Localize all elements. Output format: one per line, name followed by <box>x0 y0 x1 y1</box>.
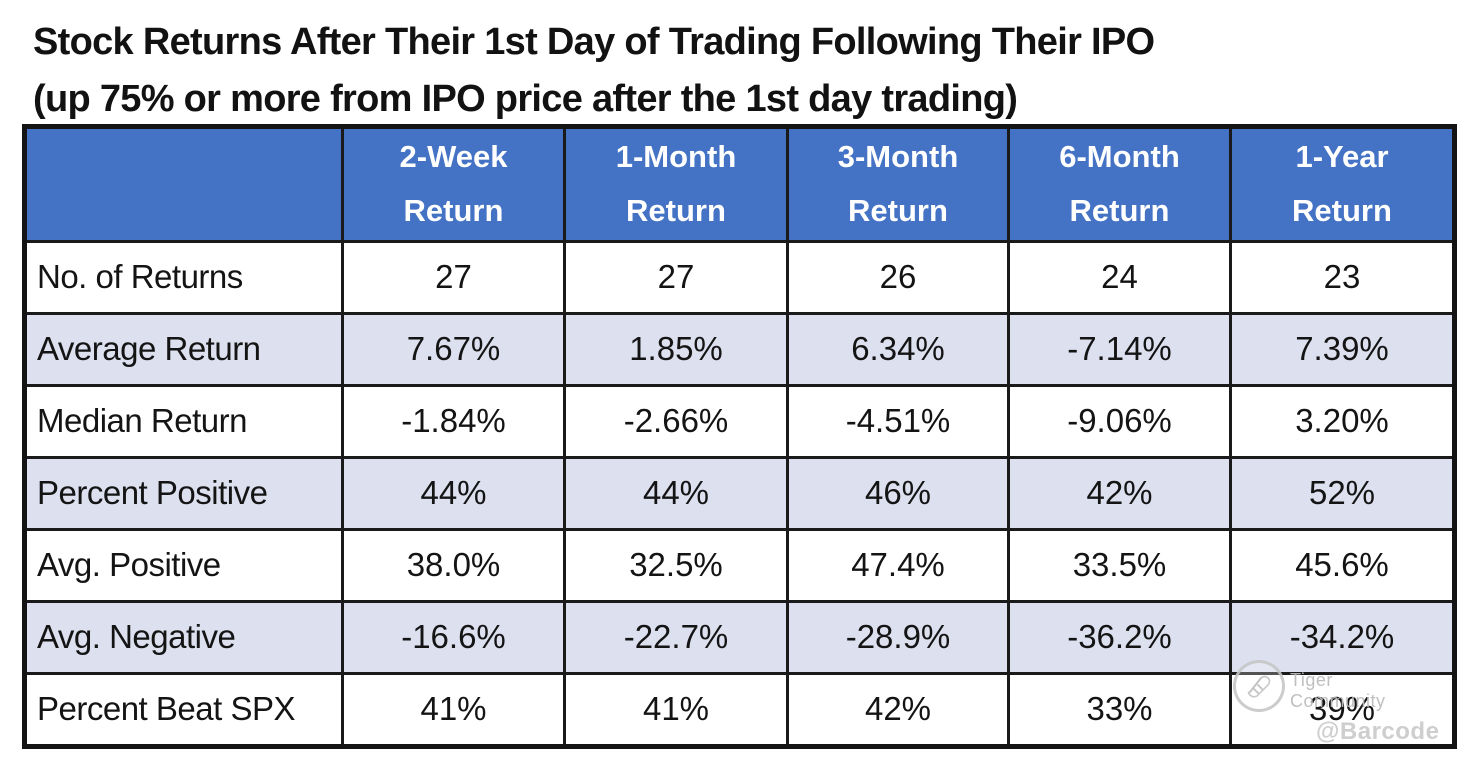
row-label: Median Return <box>23 383 344 459</box>
table-cell: -22.7% <box>563 599 789 675</box>
figure-title: Stock Returns After Their 1st Day of Tra… <box>33 14 1155 128</box>
col-header-6-month: 6-Month Return <box>1007 125 1232 243</box>
row-label: Avg. Positive <box>23 527 344 603</box>
row-label: Avg. Negative <box>23 599 344 675</box>
table-cell: 7.39% <box>1229 311 1456 387</box>
row-label: Percent Positive <box>23 455 344 531</box>
table-cell: -1.84% <box>341 383 566 459</box>
table-cell: 33.5% <box>1007 527 1232 603</box>
table-cell: -36.2% <box>1007 599 1232 675</box>
table-cell: 44% <box>341 455 566 531</box>
ipo-returns-table: 2-Week Return 1-Month Return 3-Month Ret… <box>22 124 1457 749</box>
table-row-avg-negative: Avg. Negative -16.6% -22.7% -28.9% -36.2… <box>23 599 1456 675</box>
table-cell: 27 <box>563 239 789 315</box>
table-cell: 41% <box>341 671 566 748</box>
table-row-average-return: Average Return 7.67% 1.85% 6.34% -7.14% … <box>23 311 1456 387</box>
table-cell: 42% <box>1007 455 1232 531</box>
table-cell: 33% <box>1007 671 1232 748</box>
col-header-2-week: 2-Week Return <box>341 125 566 243</box>
table-cell: 44% <box>563 455 789 531</box>
corner-header-cell <box>23 125 344 243</box>
title-line-1: Stock Returns After Their 1st Day of Tra… <box>33 21 1155 63</box>
col-header-3-month: 3-Month Return <box>786 125 1010 243</box>
row-label: Average Return <box>23 311 344 387</box>
table-cell: -4.51% <box>786 383 1010 459</box>
table-row-percent-beat-spx: Percent Beat SPX 41% 41% 42% 33% 39% <box>23 671 1456 748</box>
row-label: Percent Beat SPX <box>23 671 344 748</box>
table-cell: 24 <box>1007 239 1232 315</box>
table-cell: 41% <box>563 671 789 748</box>
table-cell: -7.14% <box>1007 311 1232 387</box>
row-label: No. of Returns <box>23 239 344 315</box>
col-header-1-year: 1-Year Return <box>1229 125 1456 243</box>
table-row-no-of-returns: No. of Returns 27 27 26 24 23 <box>23 239 1456 315</box>
table-cell: -9.06% <box>1007 383 1232 459</box>
table-cell: 47.4% <box>786 527 1010 603</box>
table-cell: 38.0% <box>341 527 566 603</box>
table-cell: 26 <box>786 239 1010 315</box>
table-row-avg-positive: Avg. Positive 38.0% 32.5% 47.4% 33.5% 45… <box>23 527 1456 603</box>
table-cell: -16.6% <box>341 599 566 675</box>
table-cell: 45.6% <box>1229 527 1456 603</box>
col-header-1-month: 1-Month Return <box>563 125 789 243</box>
header-row: 2-Week Return 1-Month Return 3-Month Ret… <box>23 125 1456 243</box>
title-line-2: (up 75% or more from IPO price after the… <box>33 78 1018 120</box>
table-cell: 46% <box>786 455 1010 531</box>
table-cell: -28.9% <box>786 599 1010 675</box>
table-cell: 39% <box>1229 671 1456 748</box>
table-row-percent-positive: Percent Positive 44% 44% 46% 42% 52% <box>23 455 1456 531</box>
table-cell: 23 <box>1229 239 1456 315</box>
table-cell: -34.2% <box>1229 599 1456 675</box>
table-row-median-return: Median Return -1.84% -2.66% -4.51% -9.06… <box>23 383 1456 459</box>
table-cell: 27 <box>341 239 566 315</box>
table-cell: 42% <box>786 671 1010 748</box>
table-cell: -2.66% <box>563 383 789 459</box>
table-cell: 6.34% <box>786 311 1010 387</box>
table-cell: 52% <box>1229 455 1456 531</box>
table-cell: 1.85% <box>563 311 789 387</box>
table-cell: 3.20% <box>1229 383 1456 459</box>
table-cell: 7.67% <box>341 311 566 387</box>
table-cell: 32.5% <box>563 527 789 603</box>
